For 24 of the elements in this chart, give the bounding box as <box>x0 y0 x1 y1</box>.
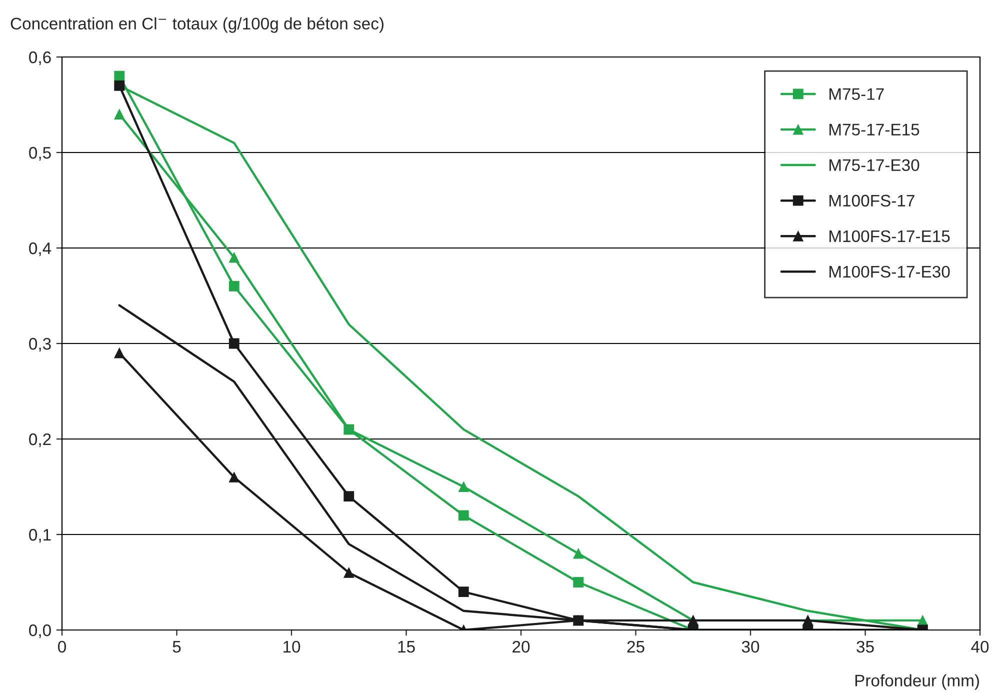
legend-label: M75-17-E15 <box>830 124 920 136</box>
y-tick-label: 0,5 <box>29 146 51 161</box>
y-tick-label: 0,4 <box>29 242 52 256</box>
x-tick-label: 5 <box>172 641 181 653</box>
legend-label: M100FS-17 <box>830 194 914 207</box>
legend-label: M100FS-17-E15 <box>830 230 950 242</box>
x-tick-label: 25 <box>627 640 644 653</box>
x-tick-label: 15 <box>398 641 415 653</box>
x-tick-label: 40 <box>971 640 989 653</box>
legend-label: M75-17 <box>830 88 884 100</box>
x-axis-title: Profondeur (mm) <box>855 674 979 690</box>
x-tick-label: 35 <box>856 640 874 653</box>
x-tick-label: 20 <box>512 640 530 653</box>
y-tick-label: 0,6 <box>29 51 51 66</box>
y-tick-label: 0,2 <box>29 433 51 448</box>
x-tick-label: 30 <box>742 640 760 653</box>
x-tick-label: 10 <box>284 640 300 653</box>
legend-label: M75-17-E30 <box>830 159 920 172</box>
x-tick-label: 0 <box>58 640 66 653</box>
legend-label: M100FS-17-E30 <box>830 266 950 278</box>
y-tick-label: 0,0 <box>29 624 51 638</box>
y-axis-title: Concentration en Cl$^{−}$ totaux (g/100g de béton sec) <box>10 17 384 33</box>
y-tick-label: 0,1 <box>29 528 51 543</box>
y-tick-label: 0,3 <box>29 338 51 352</box>
